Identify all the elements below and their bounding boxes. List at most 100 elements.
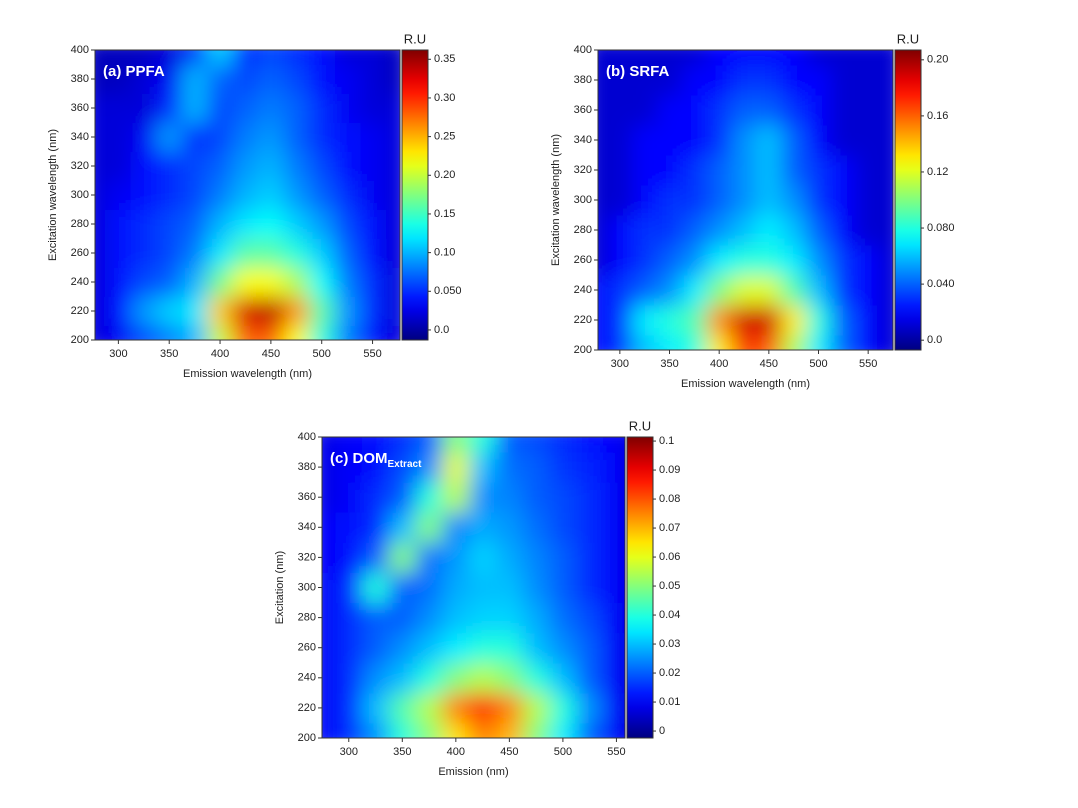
- heat-cell: [469, 662, 497, 694]
- heat-cell: [598, 305, 608, 336]
- heat-cell: [830, 215, 857, 246]
- heat-cell: [335, 572, 363, 604]
- panel-title-main: (a) PPFA: [103, 63, 165, 80]
- heat-cell: [388, 722, 417, 738]
- heat-cell: [495, 722, 524, 738]
- heat-cell: [415, 452, 443, 483]
- heat-cell: [283, 325, 310, 340]
- heat-cell: [131, 296, 158, 326]
- heat-cell: [181, 64, 208, 94]
- heat-cell: [258, 180, 285, 210]
- heat-cell: [105, 151, 132, 181]
- heat-cell: [362, 482, 390, 513]
- heat-cell: [657, 185, 683, 216]
- heat-cell: [156, 151, 183, 181]
- heat-cell: [385, 325, 400, 340]
- heat-cell: [309, 180, 335, 210]
- heat-cell: [549, 632, 577, 664]
- heat-cell: [105, 238, 132, 268]
- heat-cell: [549, 452, 577, 483]
- heat-cell: [495, 452, 524, 483]
- heat-cell: [359, 267, 386, 297]
- heat-cell: [855, 50, 882, 66]
- heat-cell: [131, 267, 158, 297]
- heat-cell: [232, 93, 259, 123]
- heat-cell: [731, 185, 757, 216]
- y-tick-label: 200: [298, 732, 316, 744]
- heat-cell: [607, 185, 633, 216]
- colorbar-tick-label: 0.0: [927, 334, 942, 346]
- heat-cell: [731, 245, 757, 276]
- heat-cell: [731, 305, 757, 336]
- heat-cell: [362, 722, 390, 738]
- heat-cell: [603, 437, 625, 453]
- heat-cell: [603, 572, 625, 604]
- heat-cell: [95, 122, 107, 152]
- heat-cell: [258, 238, 285, 268]
- heat-cell: [207, 64, 234, 94]
- panel-title-sub: Extract: [388, 459, 423, 470]
- heat-cell: [681, 335, 708, 350]
- y-tick-label: 320: [71, 160, 89, 172]
- y-axis-label: Excitation wavelength (nm): [47, 129, 59, 261]
- heat-cell: [632, 95, 658, 126]
- heat-cell: [388, 692, 417, 724]
- heat-cell: [756, 215, 782, 246]
- heat-cell: [362, 452, 390, 483]
- heat-cell: [156, 238, 183, 268]
- heat-cell: [781, 305, 807, 336]
- x-tick-label: 450: [500, 746, 518, 758]
- heat-cell: [359, 296, 386, 326]
- heat-cell: [232, 296, 259, 326]
- heat-cell: [806, 305, 832, 336]
- heat-cell: [335, 692, 363, 724]
- heat-cell: [469, 452, 497, 483]
- heat-cell: [576, 512, 604, 543]
- heat-cell: [603, 692, 625, 724]
- heat-cell: [415, 692, 443, 724]
- heat-cell: [309, 267, 335, 297]
- y-tick-label: 360: [298, 491, 316, 503]
- heat-cell: [207, 93, 234, 123]
- colorbar-tick-label: 0.06: [659, 551, 680, 563]
- heat-cell: [855, 335, 882, 350]
- heat-cell: [442, 722, 470, 738]
- x-tick-label: 300: [611, 358, 629, 370]
- heat-cell: [385, 238, 400, 268]
- heat-cell: [95, 238, 107, 268]
- colorbar-label: R.U: [629, 418, 651, 433]
- heat-cell: [576, 482, 604, 513]
- heat-cell: [469, 722, 497, 738]
- colorbar-tick-label: 0.12: [927, 166, 948, 178]
- heat-cell: [522, 512, 551, 543]
- heat-cell: [334, 93, 361, 123]
- heat-cell: [181, 267, 208, 297]
- heat-cell: [207, 325, 234, 340]
- heat-cell: [598, 185, 608, 216]
- heat-cell: [442, 662, 470, 694]
- heat-cell: [131, 122, 158, 152]
- heat-cell: [105, 93, 132, 123]
- heat-cell: [309, 296, 335, 326]
- heat-cell: [334, 296, 361, 326]
- heat-cell: [105, 296, 132, 326]
- heat-cell: [830, 50, 857, 66]
- heat-cell: [442, 452, 470, 483]
- heat-cell: [880, 305, 893, 336]
- heat-cell: [706, 335, 733, 350]
- heat-cell: [855, 125, 882, 156]
- heat-cell: [706, 50, 733, 66]
- heat-cell: [385, 209, 400, 239]
- heat-cell: [598, 275, 608, 306]
- heat-cell: [322, 602, 336, 634]
- heat-cell: [806, 95, 832, 126]
- heat-cell: [469, 632, 497, 664]
- colorbar-tick-label: 0.07: [659, 522, 680, 534]
- heat-cell: [681, 245, 708, 276]
- heat-cell: [781, 125, 807, 156]
- heat-cell: [131, 238, 158, 268]
- heat-cell: [156, 64, 183, 94]
- heat-cell: [442, 482, 470, 513]
- colorbar-tick-label: 0.02: [659, 667, 680, 679]
- heat-cell: [359, 93, 386, 123]
